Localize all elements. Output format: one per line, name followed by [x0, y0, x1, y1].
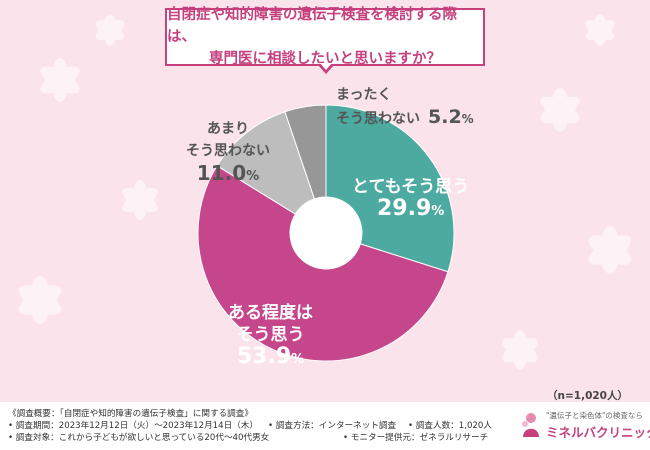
title-line-1: 自閉症や知的障害の遺伝子検査を検討する際は、 [167, 7, 457, 45]
slice-percent: 11.0% [186, 162, 270, 188]
slice-percent: 29.9% [352, 198, 469, 223]
donut-hole [290, 197, 362, 269]
slice-label-text-1: ある程度は [228, 303, 313, 323]
slice-percent-unit: % [246, 169, 260, 184]
sample-size-note: （n=1,020人） [547, 390, 628, 402]
title-callout-tail-inner [320, 63, 332, 70]
slice-label-not-much: あまり そう思わない 11.0% [186, 118, 270, 188]
slice-label-text: とてもそう思う [352, 177, 470, 197]
slice-label-text-2: そう思わない [336, 111, 420, 127]
survey-provider: • モニター提供元：ゼネラルリサーチ [343, 433, 489, 443]
clinic-logo-icon [522, 413, 539, 437]
slice-label-text-2-row: そう思わない 5.2% [336, 106, 474, 130]
slice-percent-value: 29.9 [377, 196, 432, 221]
slice-label-text-2: そう思わない [186, 143, 270, 159]
slice-percent: 53.9% [228, 346, 313, 371]
slice-label-not-at-all: まったく そう思わない 5.2% [336, 84, 474, 130]
slice-percent: 5.2% [428, 106, 474, 128]
clinic-logo-name: ミネルバクリニック [546, 425, 650, 440]
slice-label-text-1: あまり [207, 121, 249, 137]
chart-title: 自閉症や知的障害の遺伝子検査を検討する際は、 専門医に相談したいと思いますか？ [165, 7, 485, 67]
survey-summary-title: 《調査概要：「自閉症や知的障害の遺伝子検査」に関する調査》 [8, 409, 253, 419]
slice-percent-value: 5.2 [428, 106, 462, 128]
survey-target: • 調査対象：これから子どもが欲しいと思っている20代～40代男女 [8, 433, 270, 443]
survey-details: 《調査概要：「自閉症や知的障害の遺伝子検査」に関する調査》 • 調査期間：202… [8, 408, 492, 444]
donut-chart [197, 104, 455, 362]
slice-percent-unit: % [291, 352, 305, 367]
slice-percent-value: 11.0 [196, 161, 247, 185]
slice-label-somewhat: ある程度は そう思う 53.9% [228, 302, 313, 371]
slice-percent-unit: % [431, 204, 445, 219]
slice-label-very-much: とてもそう思う 29.9% [352, 176, 469, 223]
clinic-logo-tagline: "遺伝子と染色体"の検査なら [546, 411, 643, 420]
clinic-logo: "遺伝子と染色体"の検査なら ミネルバクリニック [520, 408, 650, 444]
slice-label-text-1: まったく [336, 87, 392, 103]
slice-percent-unit: % [461, 112, 474, 126]
slice-label-text-2: そう思う [236, 325, 305, 345]
floral-background [18, 14, 632, 370]
survey-footer: 《調査概要：「自閉症や知的障害の遺伝子検査」に関する調査》 • 調査期間：202… [0, 402, 650, 450]
survey-count: • 調査人数：1,020人 [408, 421, 492, 431]
title-line-2: 専門医に相談したいと思いますか？ [209, 51, 441, 67]
slice-percent-value: 53.9 [236, 344, 292, 369]
survey-period: • 調査期間：2023年12月12日（火）～2023年12月14日（木） [8, 421, 258, 431]
survey-method: • 調査方法：インターネット調査 [268, 421, 397, 431]
